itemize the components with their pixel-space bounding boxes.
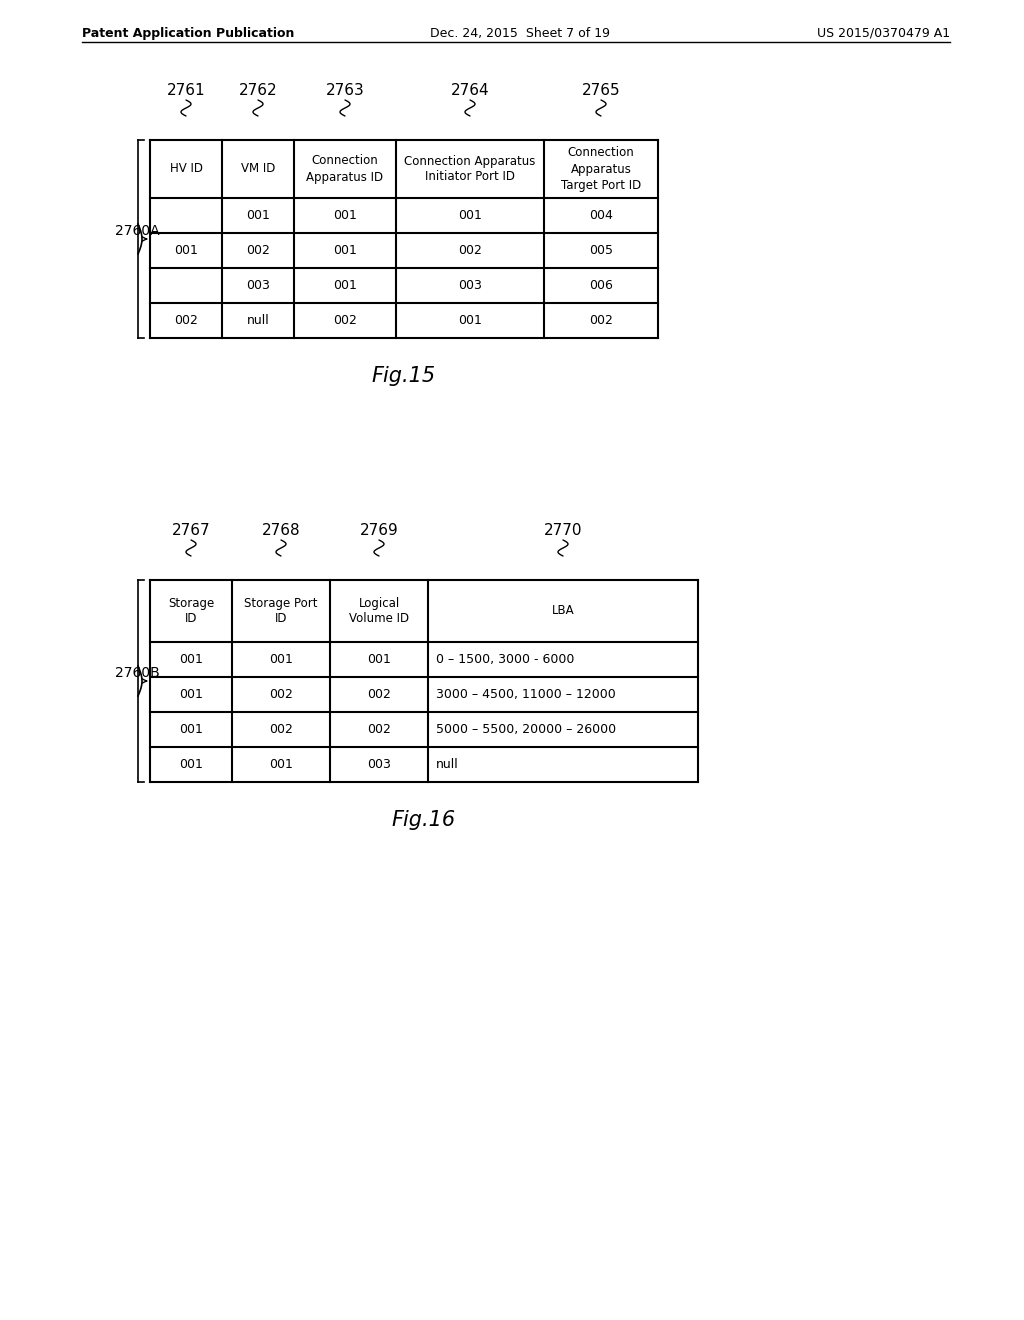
Text: 002: 002 [174,314,198,327]
Text: 3000 – 4500, 11000 – 12000: 3000 – 4500, 11000 – 12000 [436,688,615,701]
Text: 001: 001 [333,244,357,257]
Text: 003: 003 [367,758,391,771]
Text: 001: 001 [333,279,357,292]
Text: LBA: LBA [552,605,574,618]
Text: Storage
ID: Storage ID [168,597,214,626]
Text: 2767: 2767 [172,523,210,539]
Text: 2769: 2769 [359,523,398,539]
Text: 001: 001 [458,209,482,222]
Text: 001: 001 [179,758,203,771]
Text: 001: 001 [367,653,391,667]
Text: 2764: 2764 [451,83,489,98]
Text: 5000 – 5500, 20000 – 26000: 5000 – 5500, 20000 – 26000 [436,723,616,737]
Text: 001: 001 [333,209,357,222]
Text: Dec. 24, 2015  Sheet 7 of 19: Dec. 24, 2015 Sheet 7 of 19 [430,26,610,40]
Text: 003: 003 [458,279,482,292]
Text: Logical
Volume ID: Logical Volume ID [349,597,409,626]
Text: 005: 005 [589,244,613,257]
Text: Patent Application Publication: Patent Application Publication [82,26,294,40]
Text: Connection
Apparatus
Target Port ID: Connection Apparatus Target Port ID [561,147,641,191]
Text: 002: 002 [367,723,391,737]
Text: 2762: 2762 [239,83,278,98]
Text: HV ID: HV ID [170,162,203,176]
Text: 2760A: 2760A [115,224,160,238]
Text: 003: 003 [246,279,270,292]
Text: 2770: 2770 [544,523,583,539]
Text: 002: 002 [269,688,293,701]
Text: 002: 002 [333,314,357,327]
Text: US 2015/0370479 A1: US 2015/0370479 A1 [817,26,950,40]
Text: Connection
Apparatus ID: Connection Apparatus ID [306,154,384,183]
Text: null: null [436,758,459,771]
Text: 001: 001 [269,653,293,667]
Text: Storage Port
ID: Storage Port ID [245,597,317,626]
Text: 2761: 2761 [167,83,206,98]
Text: 002: 002 [269,723,293,737]
Text: 2768: 2768 [262,523,300,539]
Text: 006: 006 [589,279,613,292]
Text: 002: 002 [458,244,482,257]
Text: 2760B: 2760B [115,667,160,680]
Text: 002: 002 [589,314,613,327]
Text: 001: 001 [179,723,203,737]
Text: null: null [247,314,269,327]
Text: 0 – 1500, 3000 - 6000: 0 – 1500, 3000 - 6000 [436,653,574,667]
Text: 002: 002 [367,688,391,701]
Text: 2765: 2765 [582,83,621,98]
Text: 001: 001 [174,244,198,257]
Text: Fig.16: Fig.16 [392,810,456,830]
Text: 001: 001 [246,209,270,222]
Text: 2763: 2763 [326,83,365,98]
Text: 001: 001 [179,653,203,667]
Text: 001: 001 [458,314,482,327]
Text: 004: 004 [589,209,613,222]
Text: 001: 001 [179,688,203,701]
Text: 001: 001 [269,758,293,771]
Text: 002: 002 [246,244,270,257]
Text: Connection Apparatus
Initiator Port ID: Connection Apparatus Initiator Port ID [404,154,536,183]
Text: Fig.15: Fig.15 [372,366,436,385]
Text: VM ID: VM ID [241,162,275,176]
